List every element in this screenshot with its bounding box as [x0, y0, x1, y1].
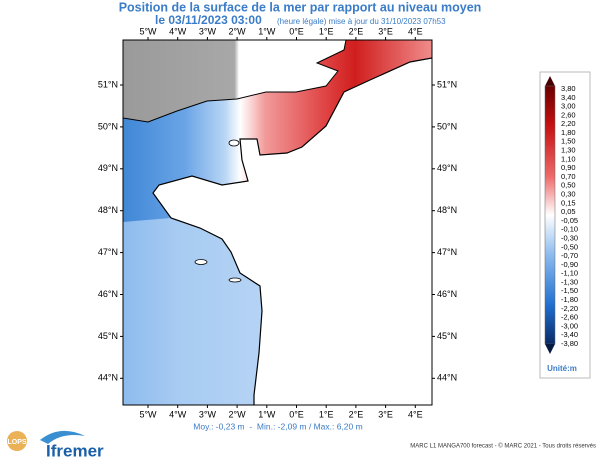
lat-label: 48°N — [437, 205, 457, 215]
lon-label: 0°E — [289, 409, 304, 419]
lon-label: 3°W — [199, 409, 217, 419]
lon-label: 4°W — [169, 409, 187, 419]
title: Position de la surface de la mer par rap… — [119, 0, 482, 14]
lat-label: 49°N — [437, 163, 457, 173]
sea-north — [123, 40, 432, 225]
lat-label: 50°N — [98, 121, 118, 131]
colorbar-label: -1,50 — [561, 286, 578, 295]
colorbar-label: 3,40 — [561, 93, 576, 102]
unit: Unité:m — [547, 364, 577, 373]
colorbar-label: 1,30 — [561, 146, 576, 155]
colorbar-label: -1,30 — [561, 277, 578, 286]
lon-label: 1°E — [319, 26, 334, 36]
coastline-france — [152, 57, 432, 405]
lat-label: 46°N — [98, 289, 118, 299]
colorbar-label: -2,60 — [561, 313, 578, 322]
colorbar-label: -0,05 — [561, 216, 578, 225]
land-england — [123, 40, 347, 123]
colorbar-arrow-bottom — [545, 344, 555, 354]
lon-label: 3°E — [378, 409, 393, 419]
colorbar-label: 0,70 — [561, 172, 576, 181]
stats: Moy.: -0,23 m - Min.: -2,09 m / Max.: 6,… — [193, 421, 362, 431]
lon-label: 5°W — [139, 26, 157, 36]
lon-label: 4°W — [169, 26, 187, 36]
colorbar-label: -0,30 — [561, 233, 578, 242]
colorbar-label: -1,80 — [561, 295, 578, 304]
lat-label: 51°N — [98, 79, 118, 89]
colorbar — [544, 85, 556, 345]
colorbar-label: -3,80 — [561, 339, 578, 348]
colorbar-label: 3,00 — [561, 102, 576, 111]
lat-label: 45°N — [98, 331, 118, 341]
lon-label: 2°E — [349, 409, 364, 419]
colorbar-label: -0,90 — [561, 260, 578, 269]
colorbar-label: -0,70 — [561, 251, 578, 260]
lon-label: 4°E — [408, 26, 423, 36]
colorbar-label: -3,40 — [561, 330, 578, 339]
colorbar-label: -2,20 — [561, 304, 578, 313]
map-area — [123, 40, 432, 405]
update-note: (heure légale) mise à jour du 31/10/2023… — [277, 17, 446, 26]
lon-label: 3°W — [199, 26, 217, 36]
lat-label: 44°N — [98, 373, 118, 383]
lon-label: 3°E — [378, 26, 393, 36]
ifremer-logo-mark — [40, 430, 85, 444]
lat-label: 44°N — [437, 373, 457, 383]
lon-label: 1°W — [258, 26, 276, 36]
colorbar-label: 1,10 — [561, 154, 576, 163]
lon-label: 2°W — [229, 409, 247, 419]
lon-label: 5°W — [139, 409, 157, 419]
lat-label: 51°N — [437, 79, 457, 89]
colorbar-label: 0,90 — [561, 163, 576, 172]
map-frame — [122, 39, 433, 406]
lat-label: 46°N — [437, 289, 457, 299]
lat-label: 50°N — [437, 121, 457, 131]
lat-label: 48°N — [98, 205, 118, 215]
lat-label: 47°N — [98, 247, 118, 257]
lon-label: 0°E — [289, 26, 304, 36]
colorbar-label: -1,10 — [561, 269, 578, 278]
lon-label: 1°E — [319, 409, 334, 419]
sea-biscay — [123, 218, 262, 405]
colorbar-label: 0,30 — [561, 190, 576, 199]
lat-label: 45°N — [437, 331, 457, 341]
colorbar-label: 2,60 — [561, 110, 576, 119]
colorbar-label: -0,50 — [561, 242, 578, 251]
colorbar-arrow-top — [545, 76, 555, 86]
lat-label: 47°N — [437, 247, 457, 257]
lops-logo-text: LOPS — [7, 439, 26, 446]
colorbar-label: 0,15 — [561, 198, 576, 207]
lon-label: 4°E — [408, 409, 423, 419]
lon-label: 1°W — [258, 409, 276, 419]
colorbar-label: 0,05 — [561, 207, 576, 216]
colorbar-label: 0,50 — [561, 181, 576, 190]
colorbar-label: 3,80 — [561, 84, 576, 93]
island — [228, 139, 240, 147]
colorbar-label: -0,10 — [561, 225, 578, 234]
colorbar-label: -3,00 — [561, 321, 578, 330]
date: le 03/11/2023 03:00 — [155, 13, 262, 27]
island — [194, 259, 208, 265]
lops-logo — [7, 431, 27, 451]
colorbar-label: 1,50 — [561, 137, 576, 146]
colorbar-label: 1,80 — [561, 128, 576, 137]
lat-label: 49°N — [98, 163, 118, 173]
ifremer-logo-text: Ifremer — [46, 441, 104, 460]
lon-label: 2°E — [349, 26, 364, 36]
footer: MARC L1 MANGA700 forecast - © MARC 2021 … — [410, 443, 596, 450]
colorbar-label: 2,20 — [561, 119, 576, 128]
lon-label: 2°W — [229, 26, 247, 36]
island — [228, 277, 242, 283]
